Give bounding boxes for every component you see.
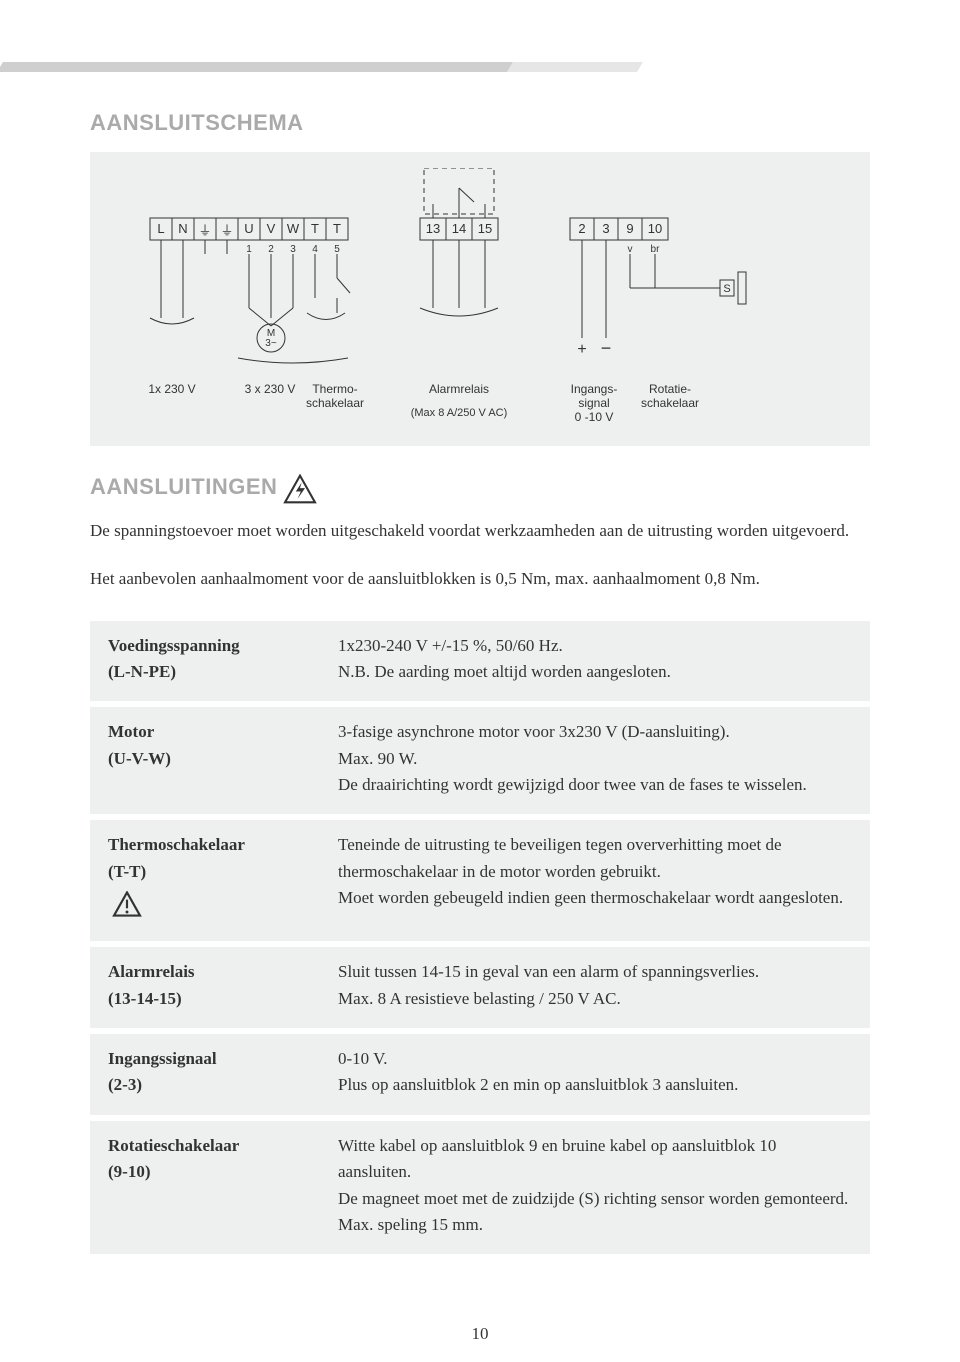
svg-text:schakelaar: schakelaar [641, 396, 699, 410]
connection-description-cell: 1x230-240 V +/-15 %, 50/60 Hz.N.B. De aa… [320, 621, 870, 702]
page-content: AANSLUITSCHEMA // no-op; svg drawn stati… [0, 0, 960, 1260]
svg-text:0 -10 V: 0 -10 V [575, 410, 614, 424]
section-title-connections: AANSLUITINGEN [90, 474, 277, 500]
connection-description-line: 1x230-240 V +/-15 %, 50/60 Hz. [338, 633, 852, 659]
svg-text:14: 14 [452, 221, 466, 236]
svg-text:1x 230 V: 1x 230 V [148, 382, 195, 396]
connection-description-line: Teneinde de uitrusting te beveiligen teg… [338, 832, 852, 885]
connection-label-cell: Motor(U-V-W) [90, 707, 320, 814]
svg-text:L: L [157, 221, 164, 236]
svg-text:N: N [178, 221, 187, 236]
connection-label-cell: Thermoschakelaar(T-T) [90, 820, 320, 941]
table-row: Ingangssignaal(2-3)0-10 V.Plus op aanslu… [90, 1034, 870, 1115]
connection-terminals: (13-14-15) [108, 986, 302, 1012]
svg-text:15: 15 [478, 221, 492, 236]
svg-text:3 x 230 V: 3 x 230 V [245, 382, 296, 396]
svg-text:⏚: ⏚ [220, 223, 233, 238]
header-decoration [0, 62, 513, 72]
connection-description-cell: 0-10 V.Plus op aansluitblok 2 en min op … [320, 1034, 870, 1115]
connections-table: Voedingsspanning(L-N-PE)1x230-240 V +/-1… [90, 615, 870, 1261]
table-row: Alarmrelais(13-14-15) Sluit tussen 14-15 … [90, 947, 870, 1028]
table-row: Thermoschakelaar(T-T) Teneinde de uitrust… [90, 820, 870, 941]
connection-terminals: (2-3) [108, 1072, 302, 1098]
svg-text:10: 10 [648, 221, 662, 236]
connection-description-line: N.B. De aarding moet altijd worden aange… [338, 659, 852, 685]
svg-text:schakelaar: schakelaar [306, 396, 364, 410]
svg-text:1: 1 [246, 244, 252, 255]
svg-text:5: 5 [334, 244, 340, 255]
svg-text:3: 3 [290, 244, 296, 255]
svg-text:W: W [287, 221, 300, 236]
svg-text:(Max 8 A/250 V AC): (Max 8 A/250 V AC) [411, 407, 508, 419]
connection-terminals: (T-T) [108, 859, 302, 885]
connection-name: Motor [108, 719, 302, 745]
connection-label-cell: Alarmrelais(13-14-15) [90, 947, 320, 1028]
connection-description-line: Sluit tussen 14-15 in geval van een alar… [338, 959, 852, 985]
header-decoration-light [507, 62, 643, 72]
svg-text:signal: signal [578, 396, 609, 410]
connection-terminals: (U-V-W) [108, 746, 302, 772]
table-row: Rotatieschakelaar(9-10) Witte kabel op aa… [90, 1121, 870, 1254]
connection-name: Rotatieschakelaar [108, 1133, 302, 1159]
svg-text:13: 13 [426, 221, 440, 236]
svg-text:Thermo-: Thermo- [312, 382, 357, 396]
svg-text:S: S [723, 283, 730, 295]
table-row: Voedingsspanning(L-N-PE)1x230-240 V +/-1… [90, 621, 870, 702]
connection-name: Voedingsspanning [108, 633, 302, 659]
connection-description-line: Moet worden gebeugeld indien geen thermo… [338, 885, 852, 911]
svg-text:v: v [628, 244, 633, 255]
connection-description-line: 3-fasige asynchrone motor voor 3x230 V (… [338, 719, 852, 745]
svg-text:T: T [311, 221, 319, 236]
connection-description-line: De magneet moet met de zuidzijde (S) ric… [338, 1186, 852, 1239]
svg-text:⏚: ⏚ [198, 223, 211, 238]
connection-description-line: 0-10 V. [338, 1046, 852, 1072]
connection-terminals: (L-N-PE) [108, 659, 302, 685]
svg-text:Alarmrelais: Alarmrelais [429, 382, 489, 396]
connection-description-line: Plus op aansluitblok 2 en min op aanslui… [338, 1072, 852, 1098]
section-title-schema: AANSLUITSCHEMA [90, 110, 870, 136]
svg-text:+: + [577, 341, 586, 358]
svg-text:4: 4 [312, 244, 318, 255]
intro-paragraph-1: De spanningstoevoer moet worden uitgesch… [90, 518, 870, 544]
table-row: Motor(U-V-W) 3-fasige asynchrone motor vo… [90, 707, 870, 814]
svg-text:Ingangs-: Ingangs- [571, 382, 618, 396]
warning-voltage-icon [283, 474, 317, 504]
connection-label-cell: Rotatieschakelaar(9-10) [90, 1121, 320, 1254]
svg-text:9: 9 [626, 221, 633, 236]
connection-description-line: De draairichting wordt gewijzigd door tw… [338, 772, 852, 798]
svg-text:Rotatie-: Rotatie- [649, 382, 691, 396]
connection-description-line: Witte kabel op aansluitblok 9 en bruine … [338, 1133, 852, 1186]
warning-icon [112, 891, 142, 917]
wiring-diagram: // no-op; svg drawn statically below L N… [90, 152, 870, 446]
connection-name: Ingangssignaal [108, 1046, 302, 1072]
svg-text:T: T [333, 221, 341, 236]
svg-text:V: V [267, 221, 276, 236]
svg-text:3: 3 [602, 221, 609, 236]
connection-description-line: Max. 90 W. [338, 746, 852, 772]
connection-name: Alarmrelais [108, 959, 302, 985]
connection-description-cell: 3-fasige asynchrone motor voor 3x230 V (… [320, 707, 870, 814]
connection-terminals: (9-10) [108, 1159, 302, 1185]
schematic-svg: // no-op; svg drawn statically below L N… [110, 168, 850, 438]
connection-label-cell: Ingangssignaal(2-3) [90, 1034, 320, 1115]
intro-paragraph-2: Het aanbevolen aanhaalmoment voor de aan… [90, 566, 870, 592]
connection-name: Thermoschakelaar [108, 832, 302, 858]
page-number: 10 [0, 1324, 960, 1344]
connection-description-cell: Sluit tussen 14-15 in geval van een alar… [320, 947, 870, 1028]
svg-text:U: U [244, 221, 253, 236]
svg-text:−: − [601, 338, 612, 358]
svg-text:3~: 3~ [265, 338, 277, 349]
connection-description-cell: Teneinde de uitrusting te beveiligen teg… [320, 820, 870, 941]
svg-text:2: 2 [578, 221, 585, 236]
svg-text:br: br [651, 244, 661, 255]
connection-description-line: Max. 8 A resistieve belasting / 250 V AC… [338, 986, 852, 1012]
connection-description-cell: Witte kabel op aansluitblok 9 en bruine … [320, 1121, 870, 1254]
connection-label-cell: Voedingsspanning(L-N-PE) [90, 621, 320, 702]
svg-text:2: 2 [268, 244, 274, 255]
